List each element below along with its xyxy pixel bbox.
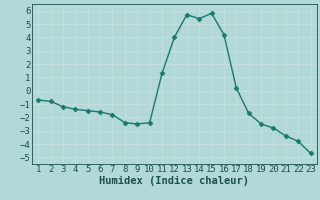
X-axis label: Humidex (Indice chaleur): Humidex (Indice chaleur) (100, 176, 249, 186)
